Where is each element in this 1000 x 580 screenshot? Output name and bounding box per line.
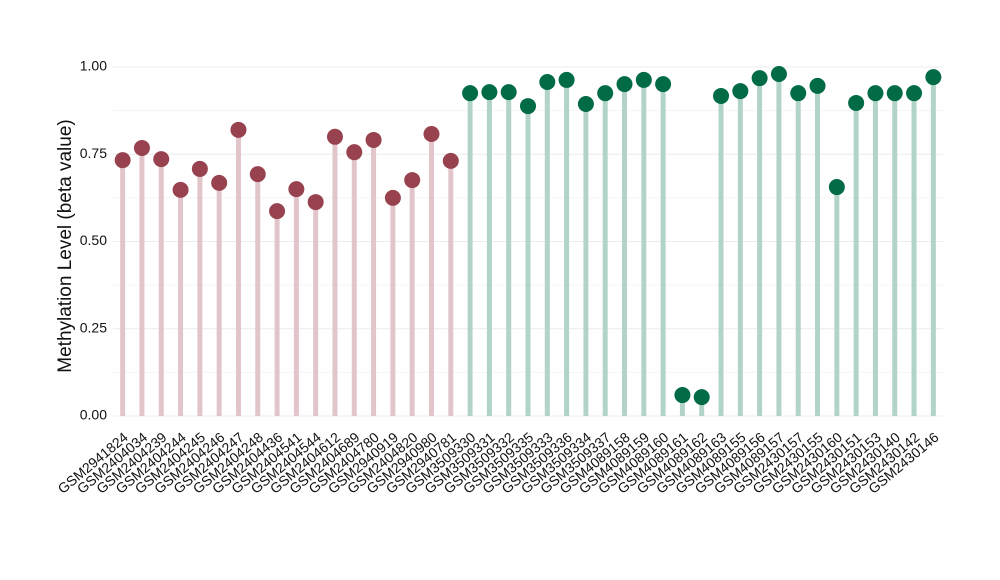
y-tick-label: 0.25: [80, 319, 107, 335]
y-tick-label: 0.50: [80, 232, 107, 248]
y-tick-label: 0.75: [80, 145, 107, 161]
point: [713, 87, 730, 104]
point: [384, 189, 401, 206]
point: [848, 94, 865, 111]
point: [616, 76, 633, 93]
point: [307, 194, 324, 211]
point: [790, 85, 807, 102]
point: [191, 160, 208, 177]
point: [886, 85, 903, 102]
point: [365, 131, 382, 148]
point: [133, 139, 150, 156]
point: [597, 85, 614, 102]
point: [770, 65, 787, 82]
point: [153, 151, 170, 168]
point: [539, 74, 556, 91]
point: [249, 166, 266, 183]
point: [828, 179, 845, 196]
point: [674, 387, 691, 404]
point: [211, 174, 228, 191]
point: [635, 71, 652, 88]
point: [288, 181, 305, 198]
point: [481, 84, 498, 101]
point: [809, 77, 826, 94]
point: [577, 95, 594, 112]
point: [462, 85, 479, 102]
point: [404, 172, 421, 189]
point: [172, 181, 189, 198]
point: [925, 69, 942, 86]
point: [906, 85, 923, 102]
point: [655, 76, 672, 93]
y-tick-label: 1.00: [80, 58, 107, 74]
point: [500, 84, 517, 101]
point: [269, 203, 286, 220]
point: [732, 83, 749, 100]
point: [693, 389, 710, 406]
point: [423, 126, 440, 143]
point: [520, 98, 536, 115]
y-tick-label: 0.00: [80, 407, 107, 423]
point: [230, 121, 247, 138]
y-axis-title: Methylation Level (beta value): [55, 119, 76, 372]
point: [558, 71, 575, 88]
point: [346, 144, 363, 161]
point: [114, 152, 131, 169]
point: [751, 70, 768, 87]
point: [326, 128, 343, 145]
point: [442, 152, 459, 169]
point: [867, 85, 884, 102]
